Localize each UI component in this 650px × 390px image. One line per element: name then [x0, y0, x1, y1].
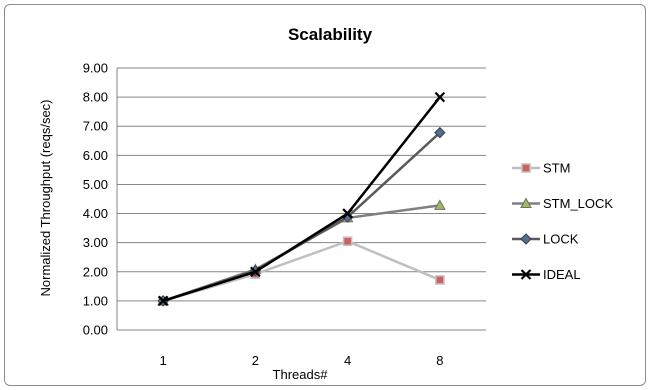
legend-item: STM	[512, 161, 570, 176]
data-point	[434, 199, 446, 210]
series-line	[162, 131, 441, 303]
y-tick-label: 4.00	[83, 206, 108, 221]
series-lines	[157, 91, 446, 307]
legend-item: STM_LOCK	[512, 196, 613, 211]
legend-label: STM_LOCK	[543, 196, 613, 211]
series-stm	[158, 236, 445, 306]
legend-label: IDEAL	[543, 267, 581, 282]
x-tick-label: 8	[436, 353, 443, 368]
legend-label: STM	[543, 161, 570, 176]
series-line	[162, 239, 441, 303]
legend-item: LOCK	[512, 232, 579, 247]
x-tick-labels: 1 2 4 8	[160, 353, 444, 368]
data-point	[434, 126, 446, 139]
data-point	[435, 275, 445, 285]
data-point	[250, 266, 261, 278]
x-tick-label: 4	[344, 353, 351, 368]
y-tick-label: 9.00	[83, 61, 108, 76]
legend-label: LOCK	[543, 232, 579, 247]
y-tick-label: 0.00	[83, 323, 108, 338]
y-tick-labels: 0.00 1.00 2.00 3.00 4.00 5.00 6.00 7.00 8.00 9.00	[83, 61, 108, 338]
series-ideal	[157, 91, 446, 307]
x-tick-label: 2	[252, 353, 259, 368]
y-tick-label: 7.00	[83, 119, 108, 134]
y-tick-label: 8.00	[83, 90, 108, 105]
legend-marker	[521, 163, 531, 173]
legend-item: IDEAL	[512, 267, 581, 282]
grid-lines	[116, 67, 486, 331]
data-point	[342, 236, 353, 246]
y-tick-label: 6.00	[83, 148, 108, 163]
y-tick-label: 3.00	[83, 235, 108, 250]
chart-title: Scalability	[288, 25, 373, 44]
data-point	[157, 295, 169, 307]
legend-marker	[520, 197, 532, 208]
series-line	[162, 96, 441, 303]
y-axis-title: Normalized Throughput (reqs/sec)	[38, 99, 53, 296]
y-tick-label: 1.00	[83, 293, 108, 308]
data-point	[342, 208, 353, 219]
data-point	[434, 91, 446, 103]
series-lock	[157, 126, 446, 307]
legend: STM STM_LOCK LOCK IDEAL	[512, 161, 613, 282]
y-tick-label: 2.00	[83, 264, 108, 279]
y-tick-label: 5.00	[83, 177, 108, 192]
x-tick-label: 1	[160, 353, 167, 368]
legend-marker	[520, 269, 532, 280]
legend-marker	[520, 233, 532, 245]
x-axis-title: Threads#	[273, 367, 329, 382]
